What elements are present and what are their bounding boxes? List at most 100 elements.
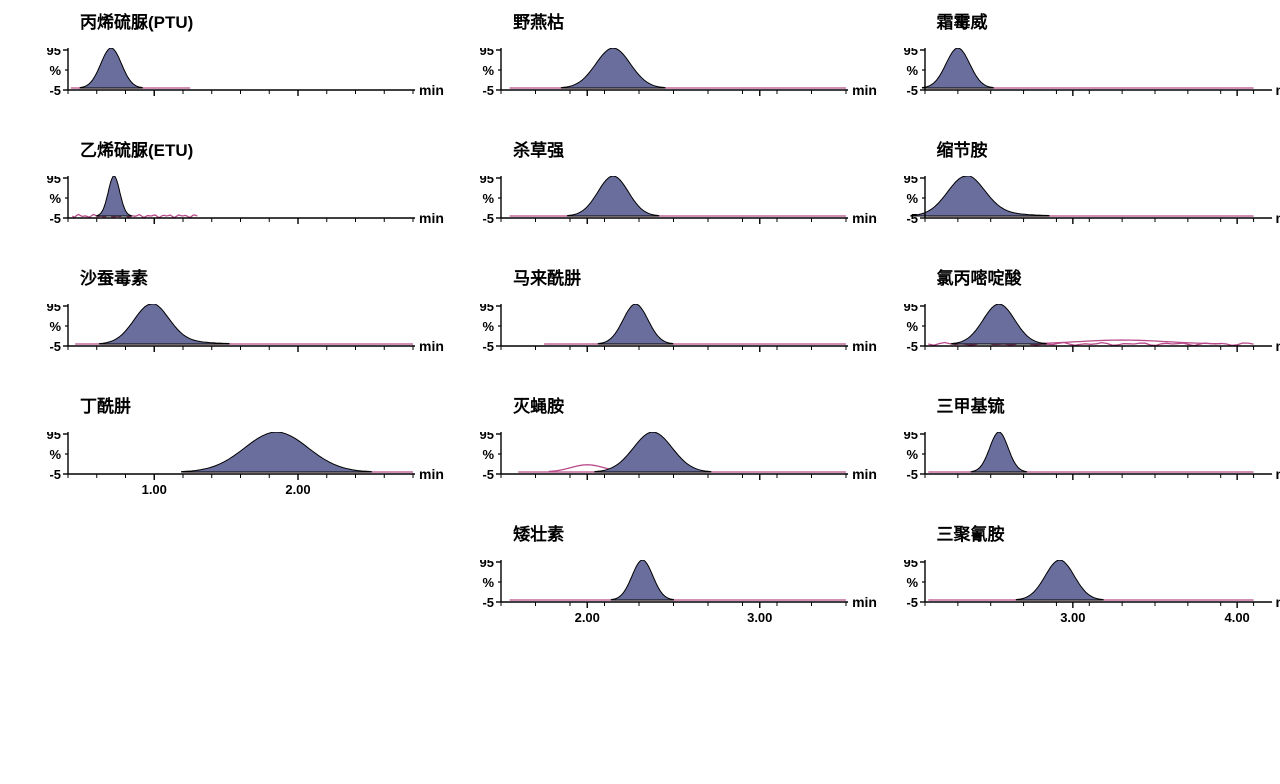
svg-text:-5: -5 [906,83,918,98]
svg-text:%: % [906,63,918,78]
chromatogram-plot: 95% -5 [32,176,417,226]
x-axis-label: min [419,210,444,226]
chromatogram-panel: 丙烯硫脲(PTU) 95%-5 min [20,8,433,136]
x-axis-label: min [1276,82,1280,98]
svg-text:%: % [49,319,61,334]
chromatogram-plot: 95%-5 [32,304,417,354]
svg-text:95: 95 [47,48,61,58]
x-axis-label: min [1276,210,1280,226]
chromatogram-plot: 95% -5 [465,48,850,98]
x-axis-label: min [852,338,877,354]
chromatogram-plot: 95%-5 [889,304,1274,354]
panel-title: 丙烯硫脲(PTU) [80,8,193,33]
svg-text:-5: -5 [483,467,495,482]
chromatogram-plot: 3.00 4.00 95% -5 [889,560,1274,626]
chromatogram-plot: 95% -5 [32,48,417,98]
svg-text:%: % [483,447,495,462]
svg-text:4.00: 4.00 [1224,610,1249,625]
chromatogram-plot: 95% -5 [889,48,1274,98]
svg-text:-5: -5 [49,467,61,482]
x-axis-label: min [852,82,877,98]
chromatogram-panel: 霜霉威 95% -5 min [877,8,1280,136]
svg-text:-5: -5 [906,211,918,226]
panel-title: 三聚氰胺 [937,520,1005,545]
svg-text:2.00: 2.00 [575,610,600,625]
chromatogram-plot: 95% -5 [465,304,850,354]
chromatogram-panel: 三甲基锍 95% -5 min [877,392,1280,520]
chromatogram-panel: 野燕枯 95%-5 min [453,8,856,136]
svg-text:%: % [49,63,61,78]
chromatogram-panel: 缩节胺 95%-5 min [877,136,1280,264]
svg-text:-5: -5 [906,595,918,610]
svg-text:%: % [49,191,61,206]
chromatogram-grid: 丙烯硫脲(PTU) 95% -5 min 乙烯硫脲(ETU) 95% -5 min 沙蚕… [0,0,1280,784]
svg-text:95: 95 [480,560,494,570]
svg-text:2.00: 2.00 [285,482,310,497]
chromatogram-column: 霜霉威 95%-5 min缩节胺 95%-5 min氯丙嘧啶酸 95%-5 mi… [857,8,1280,665]
chromatogram-plot: 1.00 2.00 95% -5 [32,432,417,498]
svg-text:95: 95 [903,48,917,58]
chromatogram-panel: 沙蚕毒素 95%-5 min [20,264,433,392]
panel-title: 杀草强 [513,136,564,161]
svg-text:-5: -5 [49,211,61,226]
panel-title: 乙烯硫脲(ETU) [80,136,193,161]
svg-text:-5: -5 [483,595,495,610]
chromatogram-panel: 杀草强 95%-5 min [453,136,856,264]
chromatogram-plot: 95%-5 [465,432,850,482]
svg-text:-5: -5 [906,467,918,482]
chromatogram-panel: 三聚氰胺 3.00 4.00 95% -5 min [877,520,1280,665]
x-axis-label: min [419,338,444,354]
svg-text:95: 95 [480,48,494,58]
svg-text:%: % [483,191,495,206]
panel-title: 沙蚕毒素 [80,264,148,289]
svg-text:95: 95 [903,432,917,442]
svg-text:%: % [906,319,918,334]
svg-text:%: % [906,447,918,462]
svg-text:95: 95 [47,432,61,442]
chromatogram-column: 丙烯硫脲(PTU) 95%-5 min乙烯硫脲(ETU) 95%-5 min沙蚕… [0,8,433,665]
chromatogram-plot: 95% -5 [465,176,850,226]
panel-title: 野燕枯 [513,8,564,33]
svg-text:%: % [483,63,495,78]
chromatogram-plot: 95% -5 [889,432,1274,482]
x-axis-label: min [1276,338,1280,354]
panel-title: 氯丙嘧啶酸 [937,264,1022,289]
x-axis-label: min [852,594,877,610]
panel-title: 丁酰肼 [80,392,131,417]
svg-text:-5: -5 [483,339,495,354]
svg-text:-5: -5 [49,83,61,98]
svg-text:%: % [906,191,918,206]
svg-text:3.00: 3.00 [1060,610,1085,625]
panel-title: 三甲基锍 [937,392,1005,417]
svg-text:-5: -5 [49,339,61,354]
x-axis-label: min [419,466,444,482]
panel-title: 霜霉威 [937,8,988,33]
chromatogram-panel: 丁酰肼 1.002.00 95%-5 min [20,392,433,537]
svg-text:95: 95 [903,560,917,570]
svg-text:%: % [906,575,918,590]
svg-text:%: % [49,447,61,462]
svg-text:-5: -5 [483,83,495,98]
panel-title: 灭蝇胺 [513,392,564,417]
svg-text:-5: -5 [906,339,918,354]
chromatogram-panel: 氯丙嘧啶酸 95%-5 min [877,264,1280,392]
chromatogram-plot: 2.00 3.00 95% -5 [465,560,850,626]
svg-text:1.00: 1.00 [142,482,167,497]
svg-text:95: 95 [480,304,494,314]
svg-text:%: % [483,575,495,590]
panel-title: 马来酰肼 [513,264,581,289]
x-axis-label: min [852,210,877,226]
x-axis-label: min [1276,466,1280,482]
panel-title: 矮壮素 [513,520,564,545]
x-axis-label: min [1276,594,1280,610]
svg-text:%: % [483,319,495,334]
svg-text:3.00: 3.00 [747,610,772,625]
chromatogram-plot: 95%-5 [889,176,1274,226]
chromatogram-panel: 乙烯硫脲(ETU) 95%-5 min [20,136,433,264]
x-axis-label: min [852,466,877,482]
chromatogram-panel: 矮壮素 2.003.00 95%-5 min [453,520,856,665]
chromatogram-panel: 马来酰肼 95%-5 min [453,264,856,392]
svg-text:95: 95 [47,176,61,186]
svg-text:95: 95 [480,176,494,186]
svg-text:-5: -5 [483,211,495,226]
